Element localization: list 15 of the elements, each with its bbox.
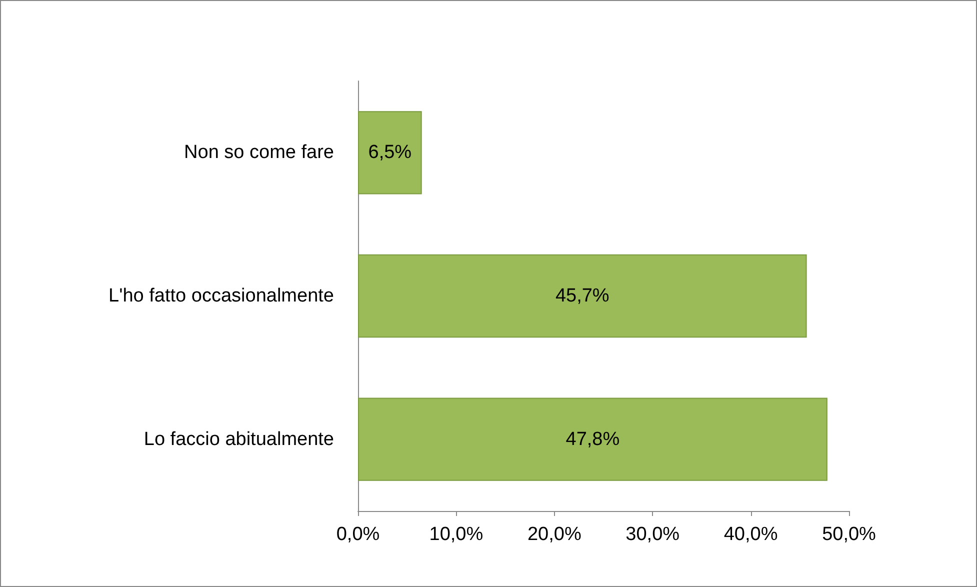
y-tick-label: Non so come fare (184, 142, 334, 164)
x-tick-label: 20,0% (527, 524, 582, 545)
x-tick-label: 30,0% (626, 524, 680, 545)
x-tick-label: 10,0% (429, 524, 484, 545)
bar (358, 111, 422, 194)
x-tick-label: 0,0% (336, 524, 380, 545)
bar (358, 398, 828, 481)
data-label: 6,5% (368, 142, 412, 164)
data-label: 45,7% (555, 286, 610, 306)
x-tick-label: 50,0% (822, 524, 876, 545)
y-tick-label: L'ho fatto occasionalmente (108, 286, 334, 306)
bar (358, 254, 807, 338)
data-label: 47,8% (566, 428, 620, 450)
x-tick-label: 40,0% (724, 524, 778, 545)
y-tick-label: Lo faccio abitualmente (144, 428, 334, 450)
